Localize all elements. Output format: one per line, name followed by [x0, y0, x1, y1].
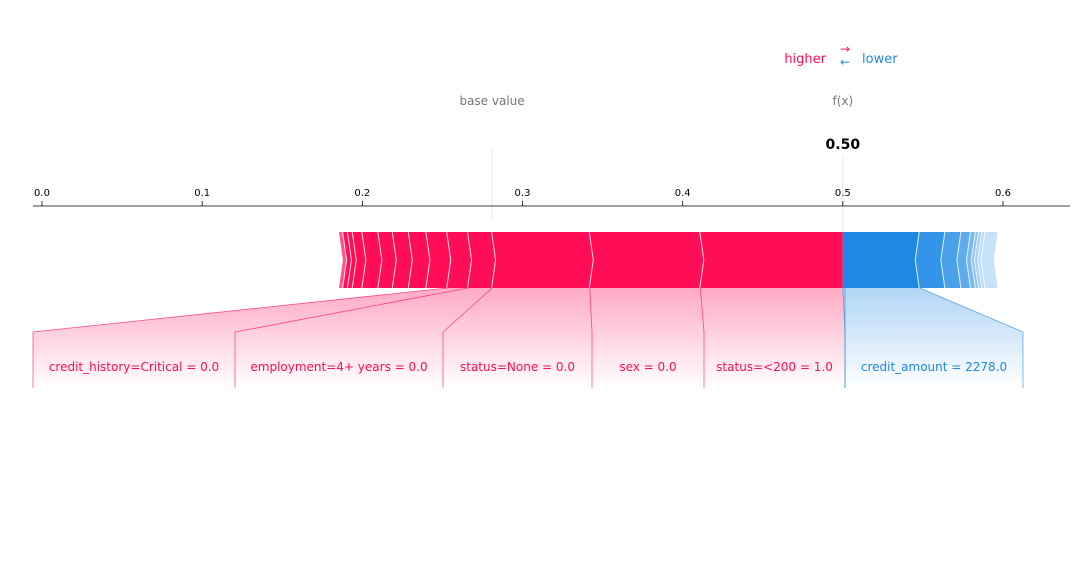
force-separator	[980, 231, 987, 289]
force-segment-negative	[915, 232, 946, 288]
force-segment-negative	[978, 232, 986, 288]
force-segment-negative	[842, 232, 920, 288]
label-fan-edge	[442, 287, 493, 388]
legend-higher: higher	[784, 52, 826, 67]
legend-lower: lower	[862, 52, 898, 67]
legend-arrow-right: →	[840, 42, 850, 56]
label-fan	[589, 288, 704, 388]
force-segment-negative	[971, 232, 979, 288]
force-segment-negative	[941, 232, 962, 288]
force-separator	[977, 231, 984, 289]
label-fan-edge	[919, 287, 1024, 388]
force-segment-positive	[700, 232, 843, 288]
force-segment-positive	[352, 232, 367, 288]
x-tick-label: 0.3	[515, 188, 531, 199]
label-fan	[235, 288, 493, 388]
x-tick-label: 0.0	[34, 188, 50, 199]
base-value-label: base value	[459, 94, 524, 108]
feature-label: employment=4+ years = 0.0	[250, 360, 427, 374]
feature-label: credit_history=Critical = 0.0	[49, 360, 219, 374]
label-fan	[33, 288, 469, 388]
force-separator	[973, 231, 980, 289]
x-tick-label: 0.1	[194, 188, 210, 199]
force-segment-negative	[974, 232, 983, 288]
force-segment-positive	[378, 232, 397, 288]
force-segment-negative	[981, 232, 998, 288]
force-segment-positive	[408, 232, 431, 288]
force-segment-positive	[392, 232, 413, 288]
label-fan-edge	[234, 287, 469, 388]
feature-label: credit_amount = 2278.0	[861, 360, 1007, 374]
force-segment-positive	[589, 232, 705, 288]
force-segment-positive	[426, 232, 452, 288]
x-tick-label: 0.4	[675, 188, 691, 199]
x-tick-label: 0.5	[835, 188, 851, 199]
feature-label: status=<200 = 1.0	[716, 360, 833, 374]
force-segment-positive	[362, 232, 383, 288]
label-fan-edge	[32, 287, 448, 388]
force-segment-positive	[468, 232, 497, 288]
force-segment-positive	[492, 232, 594, 288]
label-fan	[443, 288, 592, 388]
force-segment-positive	[447, 232, 473, 288]
label-fan	[700, 288, 845, 388]
label-fan-edge	[699, 287, 705, 388]
x-tick-label: 0.6	[995, 188, 1011, 199]
feature-label: sex = 0.0	[619, 360, 676, 374]
legend-arrow-left: ←	[840, 55, 850, 69]
force-segment-negative	[957, 232, 971, 288]
x-tick-label: 0.2	[354, 188, 370, 199]
label-fan-edge	[589, 287, 593, 388]
fx-value: 0.50	[826, 137, 861, 153]
feature-label: status=None = 0.0	[460, 360, 575, 374]
fx-label: f(x)	[832, 94, 853, 108]
